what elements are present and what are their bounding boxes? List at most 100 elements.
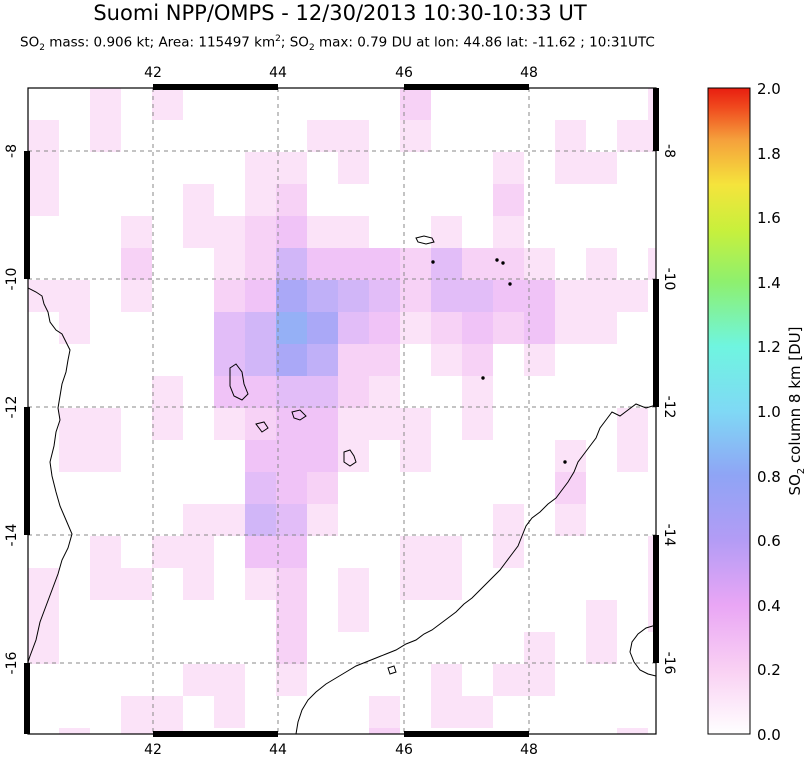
so2-pixel: [338, 344, 369, 376]
so2-pixel: [338, 248, 369, 280]
so2-pixel: [276, 664, 307, 696]
so2-pixel: [617, 728, 648, 734]
so2-pixel: [586, 280, 617, 312]
colorbar-ticks: 2.0 1.8 1.6 1.4 1.2 1.0 0.8 0.6 0.4 0.2 …: [757, 80, 781, 744]
lon-tick-label: 42: [144, 65, 162, 81]
so2-pixel: [183, 216, 214, 248]
so2-pixel: [555, 120, 586, 152]
so2-pixel: [493, 248, 524, 280]
map-border-scale: [24, 84, 659, 737]
so2-pixel: [493, 536, 524, 568]
so2-pixel: [338, 600, 369, 632]
so2-pixel: [617, 280, 648, 312]
so2-pixel: [90, 88, 121, 120]
so2-pixel: [276, 312, 307, 344]
lat-tick-label: -16: [661, 652, 677, 675]
lon-ticks-bottom: 42 44 46 48: [144, 742, 538, 758]
so2-pixel: [586, 600, 617, 632]
colorbar-tick-label: 1.6: [757, 209, 781, 227]
so2-pixel: [431, 280, 462, 312]
so2-pixel: [276, 184, 307, 216]
so2-pixel: [462, 696, 493, 728]
so2-pixel: [617, 440, 648, 472]
so2-pixel: [493, 216, 524, 248]
so2-pixel: [369, 728, 400, 734]
so2-pixel: [431, 664, 462, 696]
so2-pixel-layer: [28, 88, 656, 734]
so2-pixel: [121, 696, 152, 728]
so2-pixel: [214, 408, 245, 440]
so2-pixel: [648, 568, 656, 600]
so2-pixel: [338, 376, 369, 408]
so2-pixel: [400, 568, 431, 600]
so2-pixel: [90, 120, 121, 152]
so2-pixel: [338, 280, 369, 312]
lat-ticks-left: -8 -10 -12 -14 -16: [4, 144, 20, 674]
so2-pixel: [183, 184, 214, 216]
so2-pixel: [276, 536, 307, 568]
so2-pixel: [183, 664, 214, 696]
so2-pixel: [245, 344, 276, 376]
so2-pixel: [400, 120, 431, 152]
so2-pixel: [462, 376, 493, 408]
colorbar-tick-label: 0.2: [757, 661, 781, 679]
so2-pixel: [648, 600, 656, 632]
so2-pixel: [431, 312, 462, 344]
so2-pixel: [28, 280, 59, 312]
so2-pixel: [245, 248, 276, 280]
so2-pixel: [369, 280, 400, 312]
so2-pixel: [183, 536, 214, 568]
lon-ticks-top: 42 44 46 48: [144, 65, 538, 81]
coastline: [28, 235, 656, 734]
so2-pixel: [90, 408, 121, 440]
graticule: [28, 88, 656, 734]
lon-tick-label: 46: [395, 65, 413, 81]
so2-pixel: [121, 728, 152, 734]
so2-pixel: [493, 312, 524, 344]
so2-pixel: [245, 440, 276, 472]
so2-pixel: [90, 440, 121, 472]
so2-pixel: [307, 472, 338, 504]
so2-pixel: [369, 696, 400, 728]
so2-pixel: [400, 440, 431, 472]
so2-pixel: [307, 408, 338, 440]
so2-pixel: [245, 568, 276, 600]
so2-pixel: [493, 184, 524, 216]
so2-pixel: [338, 216, 369, 248]
so2-pixel: [276, 600, 307, 632]
so2-pixel: [214, 504, 245, 536]
so2-pixel: [617, 408, 648, 440]
so2-pixel: [369, 408, 400, 440]
colorbar-tick-label: 0.4: [757, 597, 781, 615]
so2-pixel: [276, 504, 307, 536]
so2-pixel: [338, 312, 369, 344]
so2-pixel: [152, 88, 183, 120]
so2-pixel: [369, 376, 400, 408]
so2-pixel: [276, 440, 307, 472]
so2-pixel: [59, 312, 90, 344]
so2-pixel: [493, 504, 524, 536]
so2-pixel: [90, 568, 121, 600]
so2-pixel: [648, 248, 656, 280]
so2-pixel: [307, 504, 338, 536]
so2-pixel: [276, 632, 307, 664]
so2-pixel: [245, 184, 276, 216]
so2-pixel: [338, 568, 369, 600]
map-subtitle: SO2 mass: 0.906 kt; Area: 115497 km2; SO…: [20, 34, 655, 54]
so2-pixel: [276, 408, 307, 440]
lat-tick-label: -12: [4, 396, 20, 419]
so2-pixel: [214, 696, 245, 728]
lat-tick-label: -16: [4, 651, 20, 674]
so2-pixel: [431, 696, 462, 728]
colorbar-label: SO2 column 8 km [DU]: [786, 326, 807, 495]
colorbar-tick-label: 0.6: [757, 532, 781, 550]
so2-pixel: [214, 216, 245, 248]
so2-pixel: [555, 440, 586, 472]
so2-pixel: [400, 536, 431, 568]
so2-pixel: [307, 216, 338, 248]
so2-pixel: [586, 632, 617, 664]
so2-pixel: [245, 472, 276, 504]
so2-pixel: [431, 216, 462, 248]
so2-pixel: [90, 536, 121, 568]
